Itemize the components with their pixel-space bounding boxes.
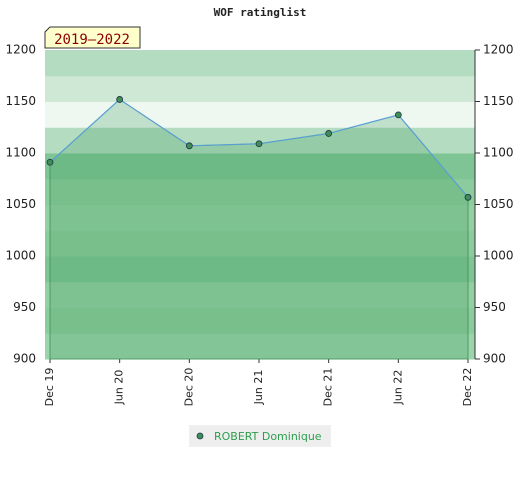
background-band (45, 307, 475, 334)
background-band (45, 153, 475, 180)
x-tick-label: Dec 20 (182, 368, 195, 407)
background-band (45, 75, 475, 102)
y2-tick-label: 950 (483, 300, 506, 314)
y2-tick-label: 1200 (483, 43, 514, 57)
data-point (46, 158, 54, 166)
y2-tick-label: 1150 (483, 94, 514, 108)
chart-title: WOF ratinglist (214, 6, 307, 19)
data-point (185, 142, 193, 150)
background-band (45, 50, 475, 77)
x-tick-label: Dec 19 (43, 368, 56, 407)
x-tick-label: Jun 22 (391, 370, 404, 406)
y-tick-label: 1100 (5, 146, 36, 160)
y-tick-label: 1050 (5, 197, 36, 211)
legend-box (189, 425, 331, 447)
background-band (45, 281, 475, 308)
background-band (45, 230, 475, 257)
data-point (116, 96, 124, 103)
background-band (45, 204, 475, 231)
y2-tick-label: 900 (483, 352, 506, 366)
data-point (394, 111, 402, 119)
legend-label: ROBERT Dominique (214, 430, 322, 443)
x-tick-label: Jun 20 (113, 370, 126, 406)
plot-area (45, 50, 475, 360)
y2-tick-label: 1100 (483, 146, 514, 160)
y2-tick-label: 1000 (483, 249, 514, 263)
background-band (45, 101, 475, 128)
data-point (325, 130, 333, 137)
annotation: 2019–2022 (54, 32, 130, 48)
data-point (464, 193, 472, 201)
x-tick-label: Jun 21 (252, 370, 265, 406)
y2-tick-label: 1050 (483, 197, 514, 211)
x-tick-label: Dec 22 (461, 368, 474, 407)
legend-marker (196, 432, 204, 440)
background-band (45, 127, 475, 154)
background-band (45, 178, 475, 205)
data-point (255, 140, 263, 148)
y-tick-label: 1150 (5, 94, 36, 108)
y-tick-label: 1200 (5, 43, 36, 57)
background-band (45, 333, 475, 360)
background-band (45, 256, 475, 283)
y-tick-label: 900 (13, 352, 36, 366)
annotation-box (44, 26, 141, 49)
y-tick-label: 1000 (5, 249, 36, 263)
y-tick-label: 950 (13, 300, 36, 314)
x-tick-label: Dec 21 (322, 368, 335, 407)
